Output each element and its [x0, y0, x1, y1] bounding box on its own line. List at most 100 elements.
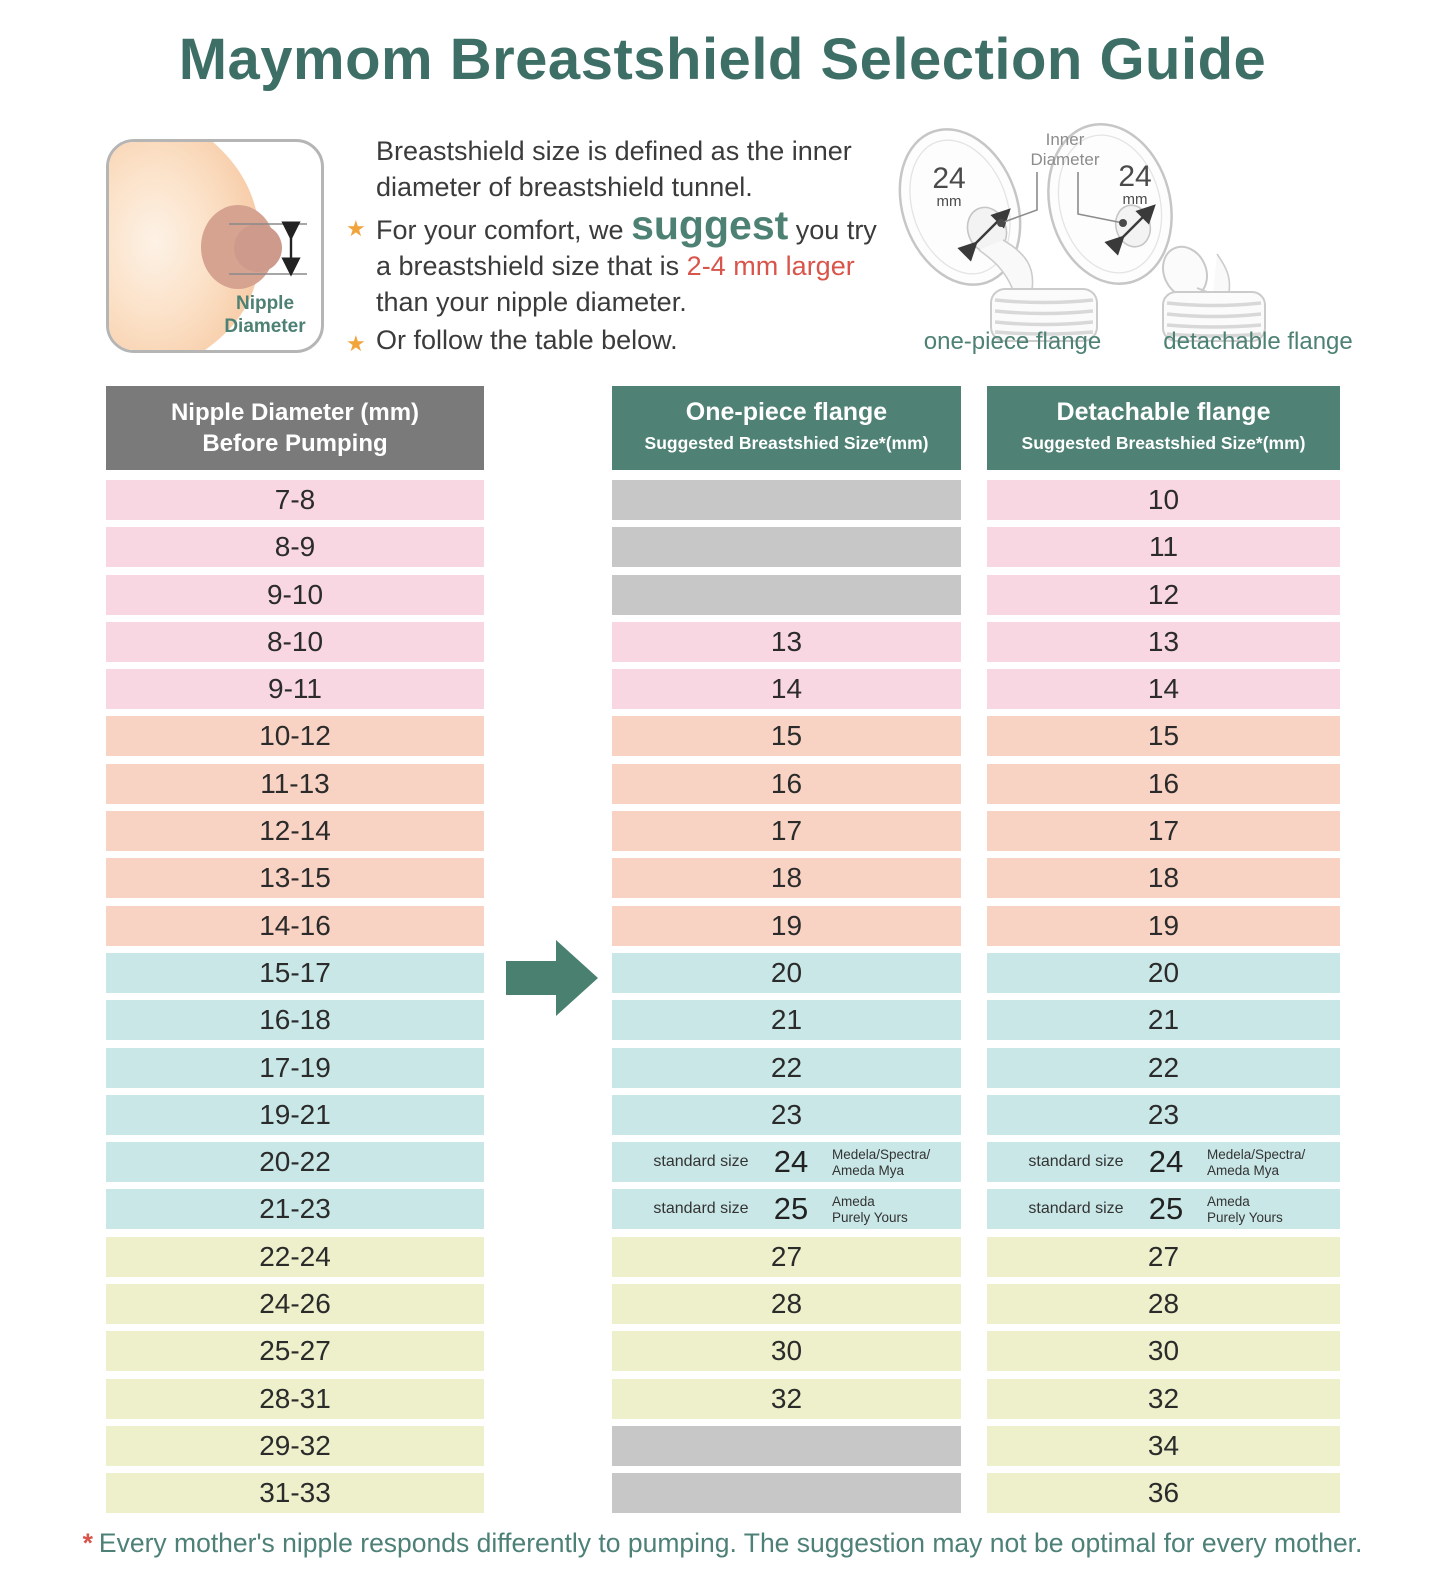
nipple-range-cell: 17-19: [106, 1047, 484, 1088]
nipple-range-cell: 7-8: [106, 480, 484, 520]
detachable-size-cell: 28: [987, 1284, 1340, 1325]
nipple-column-cells: 7-8 8-9 9-10 8-10 9-11 10-12 11-13 12-14 13-15 14…: [106, 480, 484, 1514]
detachable-size-cell: 14: [987, 669, 1340, 710]
nipple-range-cell: 11-13: [106, 763, 484, 804]
brand-label: Ameda Purely Yours: [1207, 1194, 1283, 1225]
size-value: 24: [1118, 160, 1152, 193]
detachable-size-cell: 22: [987, 1047, 1340, 1088]
one-piece-size-cell: 15: [612, 716, 961, 757]
one-piece-header-subtitle: Suggested Breastshied Size*(mm): [644, 433, 929, 453]
intro-text: Breastshield size is defined as the inne…: [346, 133, 891, 360]
detachable-size-cell: 15: [987, 716, 1340, 757]
star-icon: ★: [346, 216, 366, 241]
detachable-size-cell: 20: [987, 952, 1340, 993]
intro-sentence: Breastshield size is defined as the inne…: [346, 133, 891, 205]
one-piece-size-cell: 14: [612, 669, 961, 710]
one-piece-size-callout: 24 mm: [917, 164, 981, 210]
detachable-size-cell: 12: [987, 574, 1340, 615]
nipple-range-cell: 21-23: [106, 1189, 484, 1230]
one-piece-column: One-piece flange Suggested Breastshied S…: [612, 386, 961, 1514]
one-piece-column-cells: 13 14 15 16 17 18 19 20 21 22 23 standard size 24 Med…: [612, 480, 961, 1514]
one-piece-size-cell: 32: [612, 1378, 961, 1419]
one-piece-size-cell: 13: [612, 621, 961, 662]
detachable-header-title: Detachable flange: [1056, 398, 1271, 426]
one-piece-size-cell-empty: [612, 480, 961, 520]
bullet2-text: Or follow the table below.: [376, 325, 678, 355]
one-piece-size-cell: 18: [612, 858, 961, 899]
nipple-measurement-diagram: Nipple Diameter: [106, 139, 324, 353]
right-arrow-icon: [506, 940, 598, 1021]
detachable-size-cell: 30: [987, 1331, 1340, 1372]
detachable-column: Detachable flange Suggested Breastshied …: [987, 386, 1340, 1514]
one-piece-size-cell: 30: [612, 1331, 961, 1372]
detachable-size-callout: 24 mm: [1103, 162, 1167, 208]
one-piece-size-cell: standard size 25 Ameda Purely Yours: [612, 1189, 961, 1230]
brand-label: Ameda Purely Yours: [832, 1194, 908, 1225]
footnote-text: Every mother's nipple responds different…: [98, 1528, 1363, 1558]
nipple-range-cell: 20-22: [106, 1142, 484, 1183]
nipple-range-cell: 12-14: [106, 811, 484, 852]
intro-bullet-2: ★ Or follow the table below.: [346, 322, 891, 358]
one-piece-flange-caption: one-piece flange: [923, 328, 1102, 355]
nipple-diameter-column: Nipple Diameter (mm) Before Pumping 7-8 8…: [106, 386, 484, 1514]
flange-line-art: [898, 122, 1266, 342]
nipple-diameter-label: Nipple Diameter: [224, 293, 306, 337]
page-title: Maymom Breastshield Selection Guide: [178, 27, 1267, 92]
one-piece-size-cell: 22: [612, 1047, 961, 1088]
one-piece-size-cell-empty: [612, 1473, 961, 1514]
detachable-size-cell: 17: [987, 811, 1340, 852]
one-piece-size-cell: 20: [612, 952, 961, 993]
bullet1-mid: you try a breastshield size that is: [376, 215, 877, 281]
one-piece-size-cell: 19: [612, 905, 961, 946]
size-value: 25: [773, 1191, 809, 1227]
detachable-size-cell: 34: [987, 1425, 1340, 1466]
detachable-size-cell: 36: [987, 1473, 1340, 1514]
nipple-range-cell: 9-10: [106, 574, 484, 615]
breast-illustration: [109, 142, 307, 350]
standard-size-label: standard size: [1028, 1200, 1124, 1218]
nipple-range-cell: 8-9: [106, 527, 484, 568]
nipple-range-cell: 15-17: [106, 952, 484, 993]
detachable-size-cell: 27: [987, 1236, 1340, 1277]
star-icon: ★: [346, 331, 366, 356]
nipple-range-cell: 16-18: [106, 1000, 484, 1041]
detachable-size-cell: 19: [987, 905, 1340, 946]
detachable-size-cell: 21: [987, 1000, 1340, 1041]
one-piece-size-cell: standard size 24 Medela/Spectra/Ameda Mya: [612, 1142, 961, 1183]
footnote: * Every mother's nipple responds differen…: [0, 1528, 1445, 1559]
bullet1-post: than your nipple diameter.: [376, 287, 687, 317]
detachable-size-cell: 23: [987, 1094, 1340, 1135]
nipple-column-header: Nipple Diameter (mm) Before Pumping: [106, 386, 484, 470]
detachable-column-header: Detachable flange Suggested Breastshied …: [987, 386, 1340, 470]
inner-diameter-label: Inner Diameter: [1030, 130, 1100, 169]
one-piece-size-cell: 23: [612, 1094, 961, 1135]
size-value: 25: [1148, 1191, 1184, 1227]
one-piece-size-cell: 17: [612, 811, 961, 852]
detachable-header-subtitle: Suggested Breastshied Size*(mm): [1021, 433, 1306, 453]
bullet1-pre: For your comfort, we: [376, 215, 632, 245]
standard-size-label: standard size: [1028, 1153, 1124, 1171]
detachable-size-cell: standard size 24 Medela/Spectra/Ameda Mya: [987, 1142, 1340, 1183]
brand-label: Medela/Spectra/Ameda Mya: [832, 1147, 931, 1178]
nipple-range-cell: 10-12: [106, 716, 484, 757]
one-piece-size-cell: 28: [612, 1284, 961, 1325]
nipple-range-cell: 19-21: [106, 1094, 484, 1135]
nipple-range-cell: 14-16: [106, 905, 484, 946]
detachable-size-cell: 16: [987, 763, 1340, 804]
size-unit: mm: [936, 193, 962, 210]
detachable-size-cell: standard size 25 Ameda Purely Yours: [987, 1189, 1340, 1230]
size-range-emphasis: 2-4 mm larger: [686, 251, 855, 281]
nipple-range-cell: 22-24: [106, 1236, 484, 1277]
standard-size-label: standard size: [653, 1153, 749, 1171]
nipple-range-cell: 31-33: [106, 1473, 484, 1514]
one-piece-size-cell-empty: [612, 1425, 961, 1466]
detachable-size-cell: 11: [987, 527, 1340, 568]
nipple-header-line2: Before Pumping: [202, 430, 388, 457]
nipple-range-cell: 25-27: [106, 1331, 484, 1372]
intro-bullet-1: ★ For your comfort, we suggest you try a …: [346, 205, 891, 320]
nipple-range-cell: 9-11: [106, 669, 484, 710]
nipple-range-cell: 8-10: [106, 621, 484, 662]
one-piece-size-cell: 16: [612, 763, 961, 804]
footnote-asterisk: *: [82, 1528, 93, 1558]
